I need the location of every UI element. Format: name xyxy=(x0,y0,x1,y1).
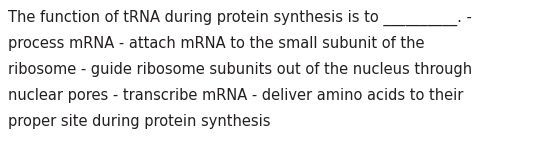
Text: nuclear pores - transcribe mRNA - deliver amino acids to their: nuclear pores - transcribe mRNA - delive… xyxy=(8,88,463,103)
Text: proper site during protein synthesis: proper site during protein synthesis xyxy=(8,114,271,129)
Text: ribosome - guide ribosome subunits out of the nucleus through: ribosome - guide ribosome subunits out o… xyxy=(8,62,472,77)
Text: process mRNA - attach mRNA to the small subunit of the: process mRNA - attach mRNA to the small … xyxy=(8,36,425,51)
Text: The function of tRNA during protein synthesis is to __________. -: The function of tRNA during protein synt… xyxy=(8,10,472,26)
